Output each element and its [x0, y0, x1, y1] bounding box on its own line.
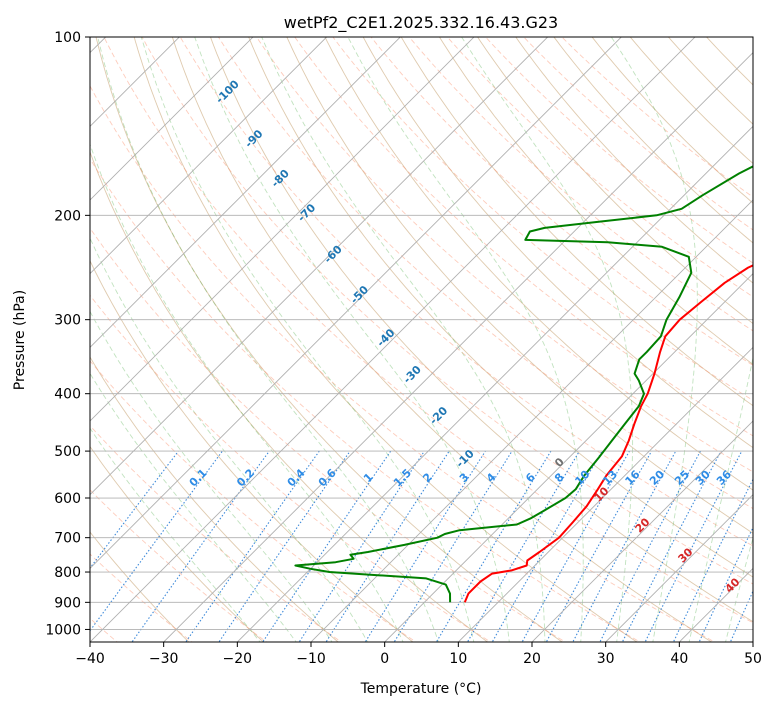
dry-adiabat-line — [362, 37, 753, 449]
isotherm-gridline — [384, 273, 753, 642]
mixing-ratio-line — [298, 450, 425, 642]
x-tick-label: −30 — [149, 651, 179, 667]
isotherm-gridline — [90, 37, 622, 569]
dry-adiabat-line — [90, 445, 265, 642]
dry-adiabat-line — [553, 37, 753, 244]
isentrope-line — [294, 37, 753, 437]
dry-adiabat-line — [90, 356, 339, 642]
y-tick-label: 500 — [54, 444, 81, 460]
mixing-ratio-line — [90, 450, 179, 570]
x-axis-title: Temperature (°C) — [360, 681, 482, 697]
mixing-ratio-line — [572, 450, 677, 642]
mixing-ratio-line — [435, 450, 552, 642]
y-tick-label: 400 — [54, 387, 81, 403]
isotherm-gridline — [90, 37, 696, 642]
isotherm-gridline — [236, 125, 753, 642]
isotherm-gridline — [457, 346, 753, 642]
isotherm-gridline — [310, 199, 753, 642]
isentrope-line — [90, 425, 343, 642]
dry-adiabat-line — [591, 37, 753, 204]
isentrope-line — [561, 37, 753, 198]
mixing-ratio-line — [393, 450, 513, 642]
dry-adiabat-line — [324, 37, 753, 491]
mixing-ratio-line — [218, 450, 351, 642]
plot-area: -100-90-80-70-60-50-40-30-20-100.1 0.2 0.4… — [90, 37, 753, 642]
x-tick-label: 0 — [380, 651, 389, 667]
isentrope-line — [217, 37, 753, 510]
grid-lines — [90, 37, 753, 642]
mixing-ratio-line — [131, 450, 270, 642]
chart-title: wetPf2_C2E1.2025.332.16.43.G23 — [284, 13, 558, 33]
isentrope-line — [90, 85, 716, 642]
isotherm-gridline — [163, 52, 753, 642]
isentrope-line — [103, 37, 753, 624]
isentrope-line — [408, 37, 753, 332]
dry-adiabat-line — [477, 37, 753, 325]
x-tick-label: 10 — [449, 651, 467, 667]
x-tick-label: 40 — [670, 651, 688, 667]
isotherm-gridline — [605, 494, 753, 642]
x-tick-label: −10 — [296, 651, 326, 667]
mixing-ratio-line — [729, 589, 753, 642]
isentrope-line — [484, 37, 753, 264]
x-tick-label: 30 — [597, 651, 615, 667]
dry-adiabat-line — [438, 37, 753, 365]
isentrope-line — [256, 37, 753, 473]
profiles — [294, 165, 753, 603]
isotherm-gridline — [90, 37, 328, 275]
moist-adiabat-line — [97, 37, 439, 642]
mixing-ratio-line — [466, 450, 580, 642]
dewpoint-profile-line — [294, 165, 753, 603]
mixing-ratio-line — [325, 450, 450, 642]
isentrope-line — [332, 37, 753, 401]
moist-adiabat-line — [90, 372, 297, 642]
dry-adiabat-line — [515, 37, 753, 284]
x-axis: −40 −30 −20 −10 0 10 20 30 40 50 — [75, 642, 762, 667]
mixing-ratio-line — [491, 450, 603, 642]
dry-adiabat-line — [286, 37, 753, 534]
y-axis: 100 200 300 400 500 600 700 800 900 1000 — [45, 30, 90, 638]
y-tick-label: 700 — [54, 531, 81, 547]
mixing-ratio-line — [621, 450, 722, 642]
dry-adiabat-line — [629, 37, 753, 165]
x-tick-label: 50 — [744, 651, 762, 667]
isotherm-gridline — [90, 37, 475, 422]
mixing-ratio-line — [364, 450, 486, 642]
y-tick-label: 100 — [54, 30, 81, 46]
y-tick-label: 900 — [54, 595, 81, 611]
y-tick-label: 600 — [54, 491, 81, 507]
dry-adiabat-line — [95, 37, 564, 642]
temperature-profile-line — [463, 264, 753, 603]
dry-adiabat-line — [90, 259, 414, 642]
isotherm-gridline — [90, 37, 401, 348]
isotherm-gridline — [531, 420, 753, 642]
dry-adiabat-line — [133, 37, 638, 642]
isentrope-line — [179, 37, 753, 547]
dry-adiabat-line — [248, 37, 753, 578]
dry-adiabat-line — [90, 531, 190, 642]
isentrope-line — [90, 489, 268, 642]
mixing-ratio-line — [599, 450, 701, 642]
isotherm-gridline — [90, 37, 549, 496]
isentrope-line — [90, 158, 642, 642]
moist-adiabat-line — [90, 143, 404, 642]
dry-adiabat-line — [171, 37, 713, 642]
moist-adiabat-line — [90, 427, 261, 642]
x-tick-label: −40 — [75, 651, 105, 667]
x-tick-label: 20 — [523, 651, 541, 667]
y-axis-title: Pressure (hPa) — [12, 290, 28, 390]
isotherm-gridline — [90, 37, 254, 201]
y-tick-label: 300 — [54, 313, 81, 329]
mixing-ratio-line — [185, 450, 320, 642]
y-tick-label: 1000 — [45, 622, 81, 638]
x-tick-label: −20 — [223, 651, 253, 667]
plot-frame — [89, 36, 754, 643]
y-tick-label: 800 — [54, 565, 81, 581]
y-tick-label: 200 — [54, 208, 81, 224]
isentrope-line — [141, 37, 753, 585]
mixing-ratio-line — [90, 450, 223, 632]
